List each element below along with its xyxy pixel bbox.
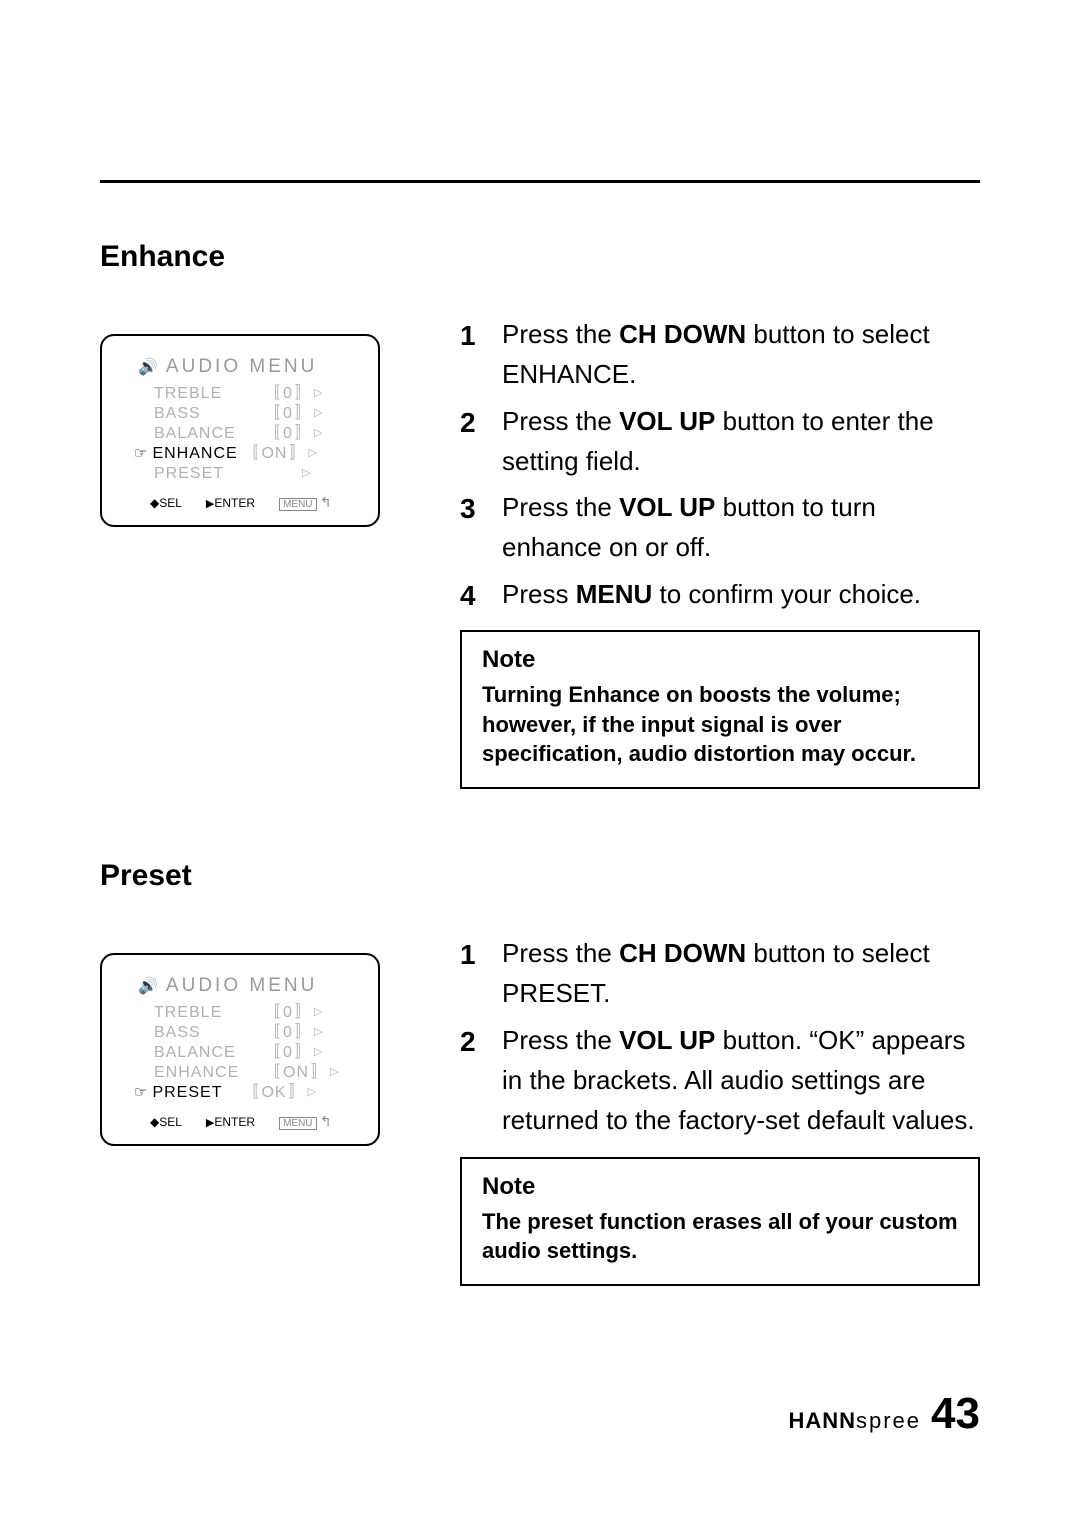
osd-item-enhance: ENHANCE〚ON〛▷	[154, 1063, 360, 1083]
enhance-osd-col: 🔊 AUDIO MENU TREBLE〚0〛▷ BASS〚0〛▷ BALANCE…	[100, 314, 400, 527]
osd-title: AUDIO MENU	[166, 356, 317, 378]
osd-item-bass: BASS〚0〛▷	[154, 1023, 360, 1043]
preset-osd-col: 🔊 AUDIO MENU TREBLE〚0〛▷ BASS〚0〛▷ BALANCE…	[100, 933, 400, 1146]
step: Press the VOL UP button. “OK” appears in…	[460, 1020, 980, 1141]
menu-hint: MENU ↰	[279, 1113, 332, 1130]
enter-hint: ▶ENTER	[206, 496, 255, 510]
osd-item-preset: PRESET▷	[154, 464, 360, 484]
osd-title: AUDIO MENU	[166, 975, 317, 997]
page-content: Enhance 🔊 AUDIO MENU TREBLE〚0〛▷ BASS〚0〛▷…	[100, 240, 980, 1356]
note-text: Turning Enhance on boosts the volume; ho…	[482, 680, 958, 769]
note-text: The preset function erases all of your c…	[482, 1207, 958, 1266]
sel-hint: ◆SEL	[150, 1115, 182, 1129]
osd-title-row: 🔊 AUDIO MENU	[138, 356, 360, 378]
enhance-title: Enhance	[100, 240, 980, 274]
preset-steps-col: Press the CH DOWN button to select PRESE…	[460, 933, 980, 1286]
step: Press the CH DOWN button to select PRESE…	[460, 933, 980, 1014]
enhance-steps: Press the CH DOWN button to select ENHAN…	[460, 314, 980, 614]
sel-hint: ◆SEL	[150, 496, 182, 510]
speaker-icon: 🔊	[138, 357, 158, 377]
step: Press the CH DOWN button to select ENHAN…	[460, 314, 980, 395]
menu-hint: MENU ↰	[279, 494, 332, 511]
osd-footer: ◆SEL ▶ENTER MENU ↰	[150, 1113, 360, 1130]
preset-steps: Press the CH DOWN button to select PRESE…	[460, 933, 980, 1140]
note-title: Note	[482, 1173, 958, 1201]
osd-footer: ◆SEL ▶ENTER MENU ↰	[150, 494, 360, 511]
osd-item-bass: BASS〚0〛▷	[154, 404, 360, 424]
osd-item-treble: TREBLE〚0〛▷	[154, 384, 360, 404]
step: Press MENU to confirm your choice.	[460, 574, 980, 614]
enhance-steps-col: Press the CH DOWN button to select ENHAN…	[460, 314, 980, 789]
osd-item-treble: TREBLE〚0〛▷	[154, 1003, 360, 1023]
preset-row: 🔊 AUDIO MENU TREBLE〚0〛▷ BASS〚0〛▷ BALANCE…	[100, 933, 980, 1286]
horizontal-rule	[100, 180, 980, 183]
osd-item-enhance: ☞ENHANCE〚ON〛▷	[154, 444, 360, 464]
step: Press the VOL UP button to turn enhance …	[460, 487, 980, 568]
note-title: Note	[482, 646, 958, 674]
pointer-icon: ☞	[134, 1084, 148, 1103]
preset-note: Note The preset function erases all of y…	[460, 1157, 980, 1286]
pointer-icon: ☞	[134, 445, 148, 464]
osd-items: TREBLE〚0〛▷ BASS〚0〛▷ BALANCE〚0〛▷ ENHANCE〚…	[154, 1003, 360, 1103]
page-footer: HANNspree 43	[788, 1389, 980, 1439]
page-number: 43	[931, 1389, 980, 1439]
enhance-note: Note Turning Enhance on boosts the volum…	[460, 630, 980, 789]
osd-items: TREBLE〚0〛▷ BASS〚0〛▷ BALANCE〚0〛▷ ☞ENHANCE…	[154, 384, 360, 484]
enhance-row: 🔊 AUDIO MENU TREBLE〚0〛▷ BASS〚0〛▷ BALANCE…	[100, 314, 980, 789]
enter-hint: ▶ENTER	[206, 1115, 255, 1129]
preset-title: Preset	[100, 859, 980, 893]
osd-item-balance: BALANCE〚0〛▷	[154, 424, 360, 444]
step: Press the VOL UP button to enter the set…	[460, 401, 980, 482]
osd-title-row: 🔊 AUDIO MENU	[138, 975, 360, 997]
brand: HANNspree	[788, 1408, 921, 1434]
preset-osd: 🔊 AUDIO MENU TREBLE〚0〛▷ BASS〚0〛▷ BALANCE…	[100, 953, 380, 1146]
speaker-icon: 🔊	[138, 976, 158, 996]
enhance-osd: 🔊 AUDIO MENU TREBLE〚0〛▷ BASS〚0〛▷ BALANCE…	[100, 334, 380, 527]
osd-item-balance: BALANCE〚0〛▷	[154, 1043, 360, 1063]
osd-item-preset: ☞PRESET〚OK〛▷	[154, 1083, 360, 1103]
